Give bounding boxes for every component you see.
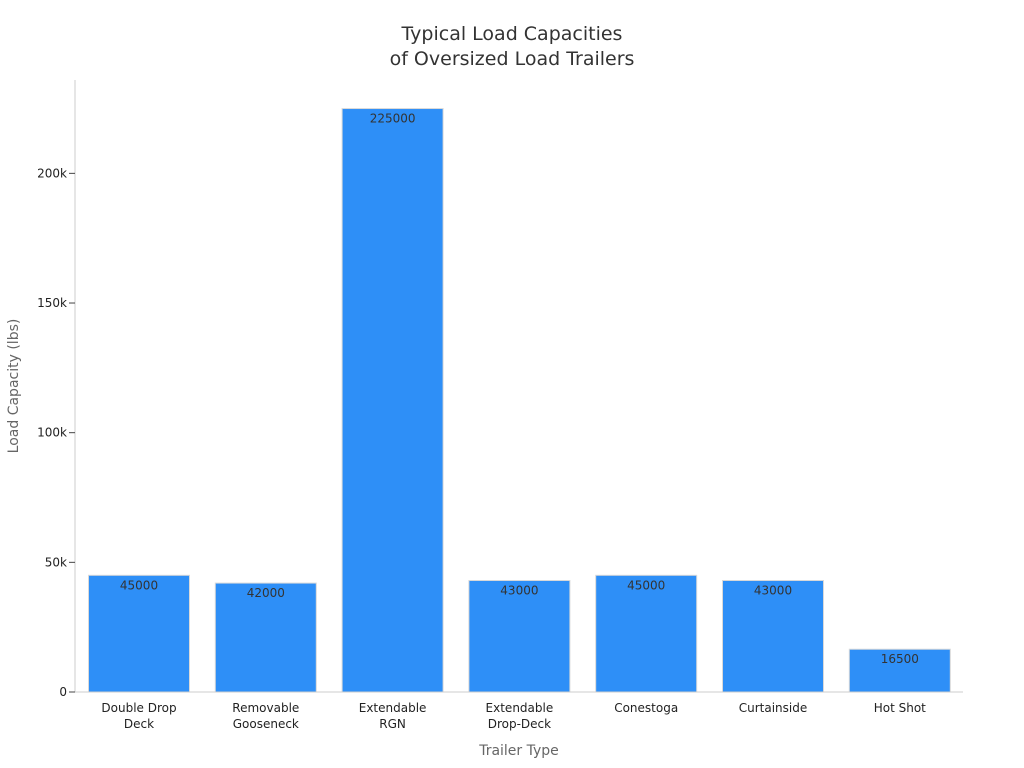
x-tick-label-line: Conestoga [614, 701, 678, 715]
x-tick-label-1: Removable Gooseneck [232, 701, 299, 731]
x-axis-ticks: Double Drop Deck Removable Gooseneck Extenda… [101, 701, 926, 731]
x-tick-label-line: Removable [232, 701, 299, 715]
y-tick-label-0: 0 [59, 685, 67, 699]
y-axis-label: Load Capacity (lbs) [6, 319, 22, 454]
x-tick-label-3: Extendable Drop-Deck [486, 701, 554, 731]
x-tick-label-line: Extendable [486, 701, 554, 715]
bar-0 [88, 574, 190, 693]
y-tick-label-4: 200k [37, 166, 67, 180]
data-label-3: 43000 [500, 583, 538, 597]
bar-3 [468, 579, 571, 693]
x-tick-label-line: Gooseneck [233, 717, 299, 731]
data-label-1: 42000 [247, 586, 285, 600]
chart-title-line-2: of Oversized Load Trailers [390, 48, 635, 70]
data-label-6: 16500 [881, 652, 919, 666]
x-tick-label-line: Deck [124, 717, 154, 731]
x-tick-label-line: Extendable [359, 701, 427, 715]
x-tick-label-line: Curtainside [739, 701, 808, 715]
y-tick-label-2: 100k [37, 426, 67, 440]
x-tick-label-4: Conestoga [614, 701, 678, 715]
chart-title-line-1: Typical Load Capacities [401, 23, 623, 45]
x-tick-label-6: Hot Shot [874, 701, 926, 715]
x-tick-label-line: Double Drop [101, 701, 176, 715]
y-tick-label-1: 50k [45, 555, 67, 569]
data-label-0: 45000 [120, 578, 158, 592]
x-tick-label-line: Hot Shot [874, 701, 926, 715]
bar-5 [722, 579, 824, 693]
data-label-2: 225000 [370, 112, 416, 126]
bar-4 [595, 574, 698, 693]
bar-2 [341, 108, 444, 693]
chart-title: Typical Load Capacities of Oversized Loa… [390, 23, 635, 70]
x-axis-label: Trailer Type [478, 743, 559, 759]
x-tick-label-0: Double Drop Deck [101, 701, 176, 731]
x-tick-label-line: Drop-Deck [488, 717, 551, 731]
x-tick-label-2: Extendable RGN [359, 701, 427, 731]
bar-6 [848, 648, 951, 693]
y-tick-label-3: 150k [37, 296, 67, 310]
data-label-5: 43000 [754, 583, 792, 597]
bars [88, 108, 951, 693]
x-tick-label-line: RGN [379, 717, 406, 731]
x-tick-label-5: Curtainside [739, 701, 808, 715]
data-label-4: 45000 [627, 578, 665, 592]
bar-1 [214, 582, 317, 693]
data-labels: 45000 42000 225000 43000 45000 43000 16500 [120, 112, 919, 667]
y-axis-ticks: 0 50k 100k 150k 200k [37, 166, 75, 699]
